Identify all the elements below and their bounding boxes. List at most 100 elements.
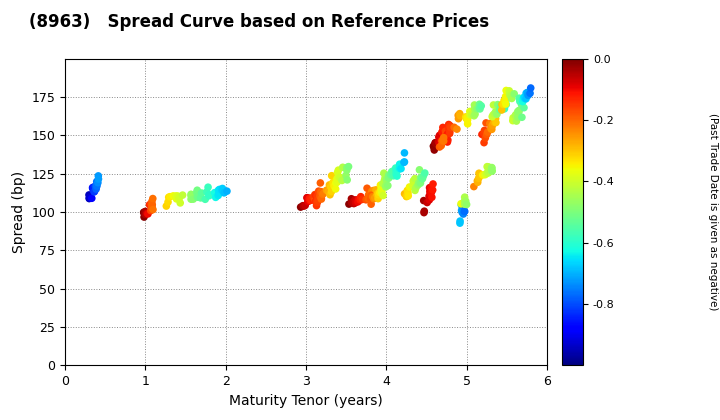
Point	[313, 188, 325, 194]
Point	[416, 175, 428, 182]
Point	[337, 164, 348, 171]
Point	[472, 105, 483, 112]
Point	[92, 179, 104, 186]
Point	[333, 173, 344, 180]
Point	[146, 198, 158, 205]
Point	[433, 144, 445, 150]
Point	[508, 115, 519, 121]
Point	[312, 197, 323, 204]
Point	[402, 189, 414, 196]
Point	[142, 210, 153, 217]
Point	[487, 113, 498, 120]
Point	[459, 208, 470, 215]
Point	[310, 192, 321, 199]
Point	[343, 163, 354, 170]
Point	[374, 182, 386, 189]
Point	[473, 175, 485, 182]
Point	[84, 192, 95, 198]
Point	[490, 115, 501, 122]
Point	[168, 192, 179, 199]
Point	[430, 139, 441, 146]
Point	[442, 130, 454, 137]
Point	[185, 191, 197, 198]
Point	[498, 101, 509, 108]
Point	[87, 185, 99, 192]
Point	[312, 197, 323, 203]
Point	[361, 185, 373, 192]
Point	[500, 101, 511, 108]
Point	[501, 96, 513, 102]
Point	[387, 168, 399, 174]
Point	[500, 93, 511, 100]
Point	[91, 181, 102, 188]
Point	[353, 196, 364, 202]
Point	[91, 183, 103, 189]
Point	[458, 211, 469, 218]
Point	[466, 111, 477, 118]
Point	[433, 141, 445, 147]
Point	[390, 167, 402, 173]
Point	[487, 122, 498, 129]
Point	[487, 112, 499, 118]
Y-axis label: Time in years between 5/2/2025 and Trade Date
(Past Trade Date is given as negat: Time in years between 5/2/2025 and Trade…	[708, 87, 720, 338]
Point	[474, 105, 485, 111]
Point	[494, 106, 505, 113]
Point	[363, 192, 374, 198]
Point	[348, 200, 359, 207]
Point	[473, 170, 485, 176]
Point	[312, 199, 323, 206]
Point	[476, 131, 487, 138]
Point	[330, 180, 341, 186]
Point	[325, 188, 337, 195]
Point	[427, 186, 438, 193]
Point	[428, 144, 440, 151]
Point	[366, 191, 377, 197]
Point	[472, 179, 484, 186]
Point	[307, 194, 319, 200]
Point	[505, 92, 516, 99]
Point	[459, 201, 470, 207]
Point	[377, 192, 389, 199]
Y-axis label: Spread (bp): Spread (bp)	[12, 171, 26, 253]
Point	[202, 184, 214, 191]
Point	[456, 207, 467, 214]
Point	[368, 187, 379, 194]
Point	[314, 193, 325, 199]
Point	[84, 195, 95, 202]
Point	[481, 131, 492, 138]
Point	[140, 211, 151, 218]
Point	[428, 143, 439, 150]
Point	[402, 187, 413, 194]
Point	[352, 199, 364, 205]
Point	[399, 190, 410, 197]
Point	[462, 121, 473, 127]
Point	[195, 194, 207, 201]
Point	[510, 113, 521, 119]
Point	[84, 194, 95, 201]
Point	[212, 187, 224, 194]
Point	[372, 195, 384, 202]
Point	[513, 107, 525, 114]
Point	[480, 135, 491, 142]
Point	[356, 196, 368, 203]
Point	[325, 184, 336, 190]
Point	[368, 195, 379, 202]
Point	[91, 178, 102, 185]
Point	[402, 192, 414, 199]
Point	[315, 189, 327, 195]
Point	[311, 202, 323, 209]
Point	[90, 183, 102, 189]
Point	[487, 122, 498, 129]
Point	[91, 183, 102, 189]
Point	[488, 119, 500, 126]
Point	[433, 132, 445, 139]
Point	[500, 98, 511, 105]
Point	[315, 196, 327, 202]
Point	[209, 189, 220, 196]
Point	[514, 98, 526, 105]
Point	[414, 166, 426, 173]
Point	[521, 89, 533, 96]
Point	[456, 205, 468, 211]
Point	[464, 112, 476, 118]
Point	[363, 195, 374, 202]
